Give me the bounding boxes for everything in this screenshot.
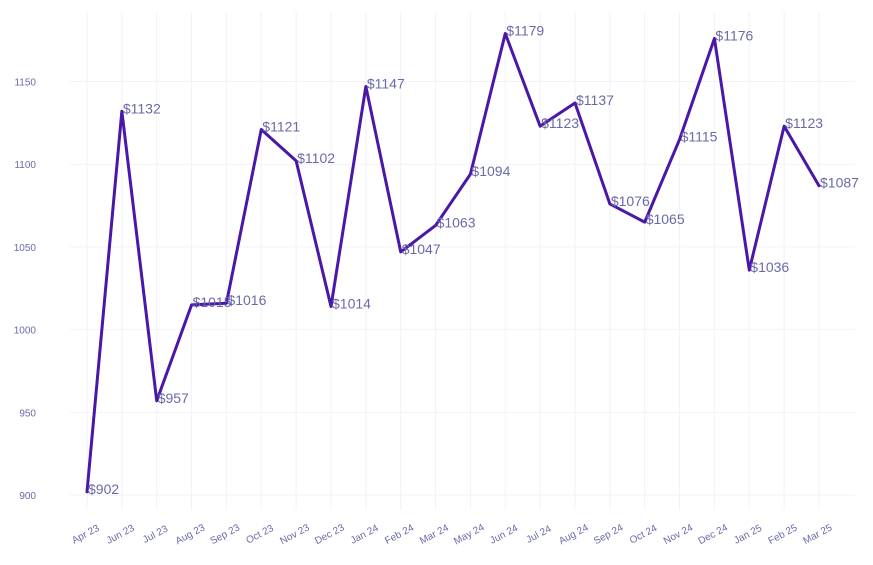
grid [70, 12, 855, 510]
x-tick-label: Feb 25 [767, 522, 800, 547]
data-label: $902 [88, 481, 119, 497]
data-label: $1137 [576, 92, 614, 108]
y-tick-label: 1100 [14, 160, 36, 171]
x-tick-label: Apr 23 [70, 523, 102, 547]
data-label: $1015 [193, 294, 232, 310]
data-label: $1063 [437, 214, 476, 230]
data-label: $1132 [123, 100, 161, 116]
x-tick-label: Jun 23 [105, 523, 137, 547]
data-label: $1176 [715, 27, 753, 43]
data-label: $1094 [471, 163, 510, 179]
x-tick-label: Aug 23 [174, 522, 208, 547]
x-tick-label: Dec 24 [697, 522, 731, 547]
data-label: $1065 [646, 211, 685, 227]
data-label: $1123 [541, 115, 579, 131]
data-label: $1115 [681, 128, 718, 144]
data-label: $957 [158, 390, 189, 406]
data-label: $1036 [750, 259, 789, 275]
x-tick-label: Oct 24 [628, 523, 660, 547]
x-tick-label: Sep 24 [592, 522, 626, 547]
x-axis: Apr 23 Jun 23 Jul 23 Aug 23 Sep 23 Oct 23 Nov … [70, 522, 834, 547]
y-tick-label: 900 [19, 491, 36, 502]
data-label: $1121 [262, 118, 300, 134]
x-tick-label: Jul 23 [141, 523, 170, 545]
x-tick-label: Mar 25 [802, 522, 835, 547]
data-label: $1087 [820, 175, 859, 191]
data-label: $1102 [297, 150, 335, 166]
data-label: $1014 [332, 295, 371, 311]
x-tick-label: Oct 23 [245, 523, 277, 547]
x-tick-label: Aug 24 [557, 522, 591, 547]
data-label: $1123 [785, 115, 823, 131]
y-axis: 900 950 1000 1050 1100 1150 [14, 77, 37, 502]
x-tick-label: Nov 23 [278, 522, 312, 547]
data-label: $1147 [367, 75, 405, 91]
data-label: $1076 [611, 193, 650, 209]
x-tick-label: Sep 23 [209, 522, 243, 547]
y-tick-label: 950 [19, 408, 36, 419]
x-tick-label: Nov 24 [662, 522, 696, 547]
y-tick-label: 1150 [14, 77, 36, 88]
y-tick-label: 1000 [14, 326, 37, 337]
x-tick-label: Dec 23 [313, 522, 347, 547]
data-label: $1047 [402, 241, 441, 257]
data-label: $1179 [506, 23, 544, 39]
x-tick-label: Feb 24 [383, 522, 416, 547]
data-label: $1016 [227, 292, 266, 308]
y-tick-label: 1050 [14, 243, 37, 254]
series [85, 32, 821, 494]
x-tick-label: Jan 25 [732, 523, 764, 547]
series-line [85, 32, 821, 494]
data-labels: $902 $1132 $957 $1015$1016 $1121 $1102 $1014 $1… [88, 23, 859, 497]
x-tick-label: Jun 24 [488, 523, 520, 547]
x-tick-label: Mar 24 [418, 522, 451, 547]
x-tick-label: Jul 24 [525, 523, 554, 545]
x-tick-label: May 24 [452, 522, 487, 547]
x-tick-label: Jan 24 [349, 523, 381, 547]
